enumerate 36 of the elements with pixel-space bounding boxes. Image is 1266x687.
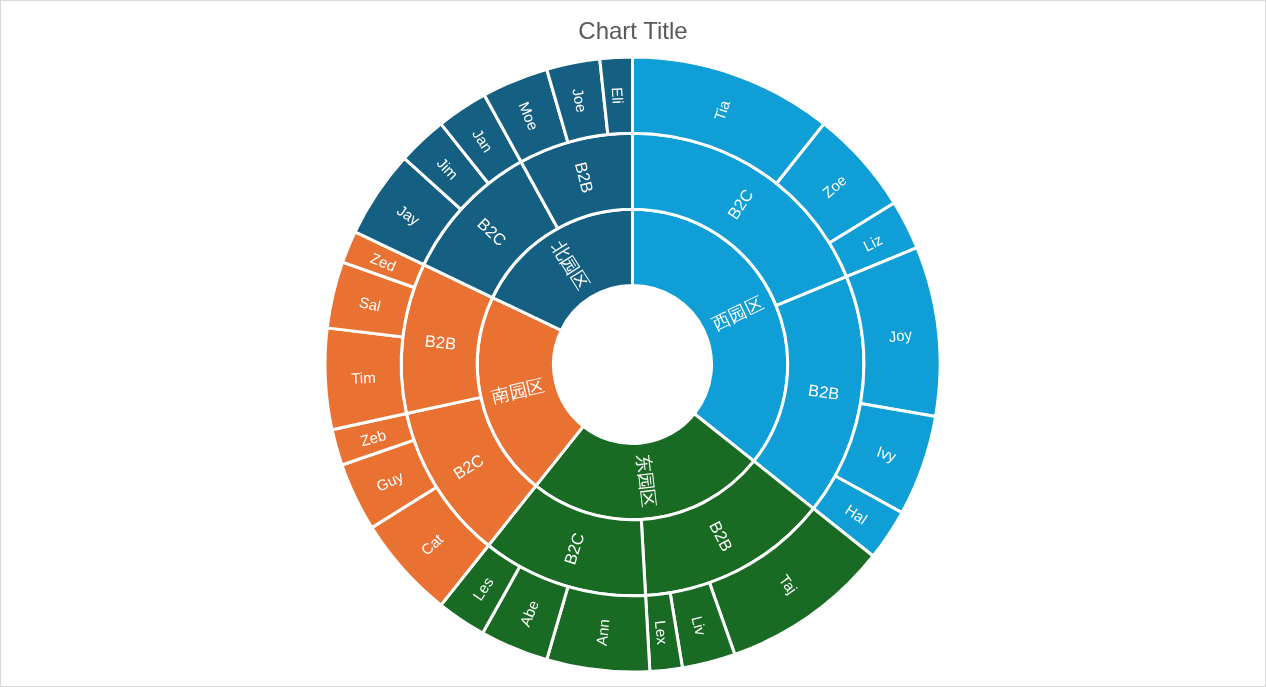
slice-label: 北园区 bbox=[547, 237, 593, 294]
slice-label: Tim bbox=[350, 368, 376, 387]
slice-label: 南园区 bbox=[489, 374, 547, 407]
slice-label: B2B bbox=[706, 518, 737, 555]
slice-label: Taj bbox=[776, 571, 802, 597]
slice-label: Eli bbox=[609, 86, 628, 105]
slice-label: Zeb bbox=[358, 425, 388, 449]
slice-label: Liv bbox=[688, 614, 711, 638]
slice-label: Moe bbox=[515, 98, 543, 133]
slice-label: Tia bbox=[710, 97, 733, 123]
chart-title: Chart Title bbox=[578, 16, 688, 44]
slice-label: Jan bbox=[469, 125, 497, 156]
slice-label: 西园区 bbox=[709, 292, 767, 335]
slice-label: B2C bbox=[560, 530, 588, 567]
slice-label: Zed bbox=[368, 248, 399, 275]
slice-label: Liz bbox=[860, 230, 885, 255]
slice-label: Joe bbox=[569, 86, 592, 114]
slice-label: Lex bbox=[652, 619, 672, 646]
slice-label: Sal bbox=[357, 292, 383, 314]
slice-label: Zoe bbox=[818, 170, 850, 201]
slice-label: B2B bbox=[424, 331, 458, 353]
slice-label: B2B bbox=[571, 159, 598, 195]
slice-label: Cat bbox=[417, 529, 447, 559]
slice-label: Jim bbox=[433, 153, 463, 183]
slice-label: 东园区 bbox=[632, 452, 659, 509]
slice-label: Guy bbox=[373, 466, 406, 495]
slice-label: Abe bbox=[515, 597, 542, 629]
slice-label: B2C bbox=[449, 450, 487, 483]
slice-label: Hal bbox=[842, 500, 871, 528]
slice-label: Les bbox=[468, 573, 497, 604]
slice-label: B2B bbox=[807, 380, 841, 403]
slice-label: Joy bbox=[887, 325, 914, 345]
slice-label: Jay bbox=[394, 200, 424, 229]
slice-label: Ann bbox=[592, 617, 613, 647]
slice-label: Ivy bbox=[874, 442, 900, 465]
slice-label: B2C bbox=[474, 214, 510, 250]
